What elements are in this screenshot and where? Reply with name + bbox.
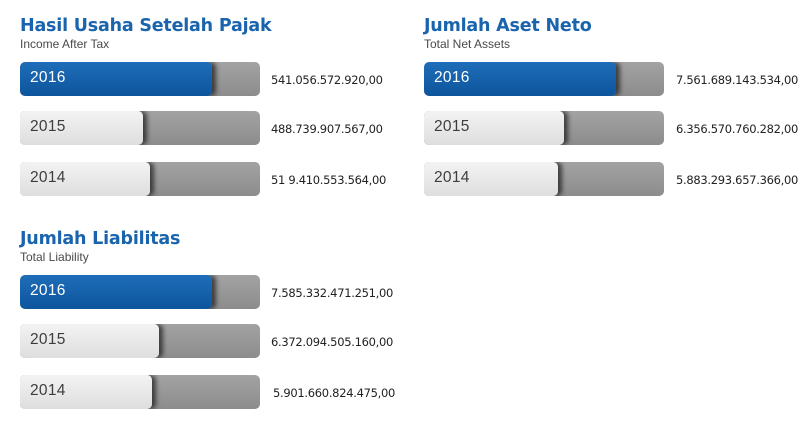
value-label: 541.056.572.920,00 [271, 73, 383, 87]
bar-track: 2015 [20, 111, 260, 145]
year-label: 2014 [434, 169, 470, 186]
bar-row-2014: 2014 51 9.410.553.564,00 [20, 162, 400, 198]
bar-row-2015: 2015 488.739.907.567,00 [20, 111, 400, 147]
panel-subtitle: Income After Tax [20, 37, 110, 51]
bar-track: 2014 [20, 375, 260, 409]
year-label: 2014 [30, 382, 66, 399]
bar-2014 [20, 162, 150, 196]
bar-row-2016: 2016 7.585.332.471.251,00 [20, 275, 400, 311]
bar-track: 2016 [424, 62, 664, 96]
bar-row-2016: 2016 7.561.689.143.534,00 [424, 62, 804, 98]
bar-2016 [424, 62, 616, 96]
panel-title: Jumlah Liabilitas [20, 229, 181, 249]
bar-row-2015: 2015 6.372.094.505.160,00 [20, 324, 400, 360]
bar-track: 2016 [20, 275, 260, 309]
year-label: 2015 [30, 331, 66, 348]
year-label: 2014 [30, 169, 66, 186]
value-label: 5.883.293.657.366,00 [676, 173, 799, 187]
income-after-tax-panel: Hasil Usaha Setelah Pajak Income After T… [20, 16, 400, 206]
total-net-assets-panel: Jumlah Aset Neto Total Net Assets 2016 7.… [424, 16, 804, 206]
year-label: 2015 [30, 118, 66, 135]
year-label: 2015 [434, 118, 470, 135]
bar-2015 [20, 324, 159, 358]
bar-2014 [20, 375, 152, 409]
total-liability-panel: Jumlah Liabilitas Total Liability 2016 7.… [20, 229, 400, 419]
value-label: 6.372.094.505.160,00 [271, 335, 394, 349]
value-label: 488.739.907.567,00 [271, 122, 383, 136]
year-label: 2016 [434, 69, 470, 86]
value-label: 51 9.410.553.564,00 [271, 173, 387, 187]
panel-subtitle: Total Liability [20, 250, 89, 264]
bar-2014 [424, 162, 558, 196]
bar-track: 2015 [20, 324, 260, 358]
value-label: 5.901.660.824.475,00 [273, 386, 396, 400]
bar-row-2015: 2015 6.356.570.760.282,00 [424, 111, 804, 147]
bar-2015 [20, 111, 143, 145]
value-label: 6.356.570.760.282,00 [676, 122, 799, 136]
bar-2015 [424, 111, 564, 145]
bar-track: 2014 [424, 162, 664, 196]
bar-row-2014: 2014 5.883.293.657.366,00 [424, 162, 804, 198]
bar-row-2016: 2016 541.056.572.920,00 [20, 62, 400, 98]
panel-subtitle: Total Net Assets [424, 37, 511, 51]
panel-title: Hasil Usaha Setelah Pajak [20, 16, 272, 36]
bar-2016 [20, 62, 212, 96]
bar-row-2014: 2014 5.901.660.824.475,00 [20, 375, 400, 411]
year-label: 2016 [30, 69, 66, 86]
bar-2016 [20, 275, 212, 309]
bar-track: 2014 [20, 162, 260, 196]
bar-track: 2015 [424, 111, 664, 145]
value-label: 7.585.332.471.251,00 [271, 286, 394, 300]
bar-track: 2016 [20, 62, 260, 96]
value-label: 7.561.689.143.534,00 [676, 73, 799, 87]
year-label: 2016 [30, 282, 66, 299]
panel-title: Jumlah Aset Neto [424, 16, 592, 36]
